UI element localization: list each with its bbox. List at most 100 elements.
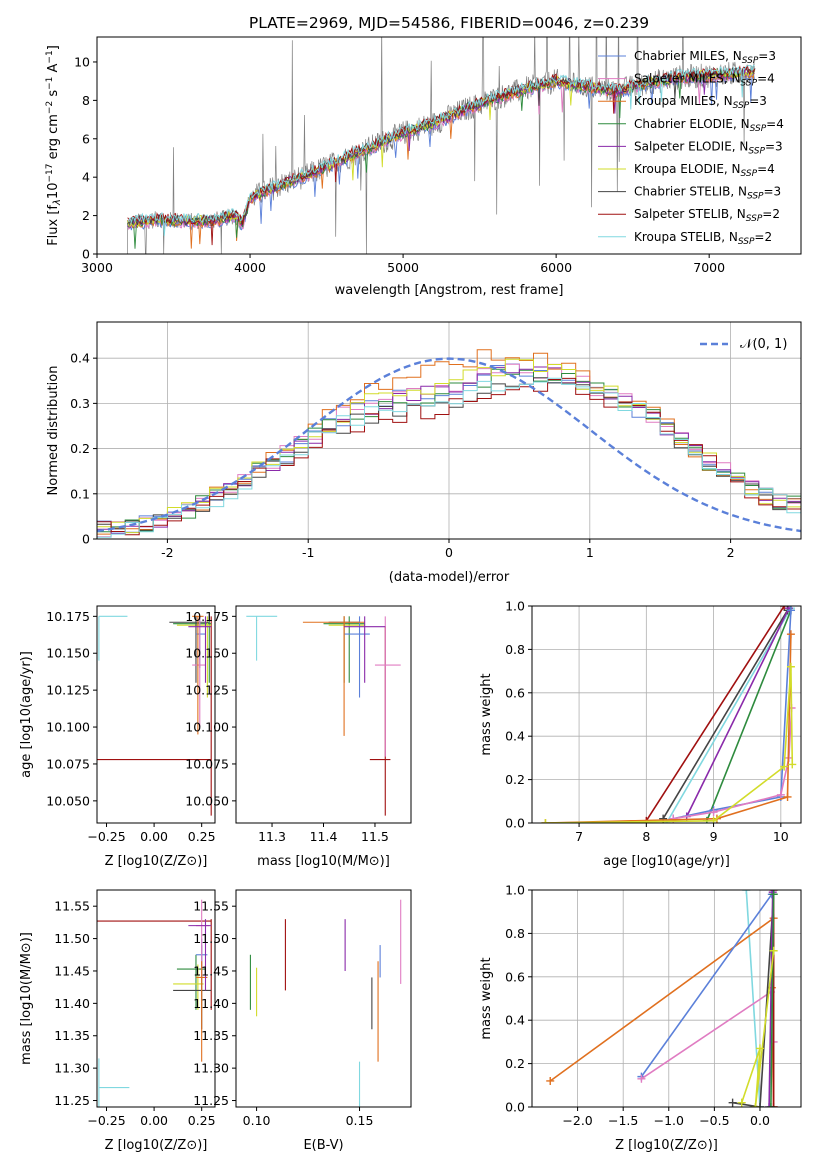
- massweight_vs_age-ytick-label: 0.4: [505, 729, 525, 744]
- age_vs_Z-xtick-label: 0.00: [140, 829, 168, 844]
- spectrum-legend-entry: Kroupa MILES, NSSP=3: [634, 94, 767, 111]
- massweight_vs_Z-point-marker: [769, 1103, 778, 1107]
- massweight_vs_Z-point-marker: [765, 1103, 774, 1107]
- spectrum-legend-entry: Kroupa ELODIE, NSSP=4: [634, 162, 775, 179]
- spectrum-legend-entry: Chabrier ELODIE, NSSP=4: [634, 117, 784, 134]
- spectrum-ylabel-part: erg cm: [46, 114, 61, 163]
- age_vs_mass-xtick-label: 11.4: [310, 829, 338, 844]
- legend-text: Salpeter ELODIE, N: [634, 139, 748, 153]
- massweight_vs_age-point-marker: [780, 606, 789, 610]
- massweight_vs_Z-ytick-label: 0.2: [505, 1056, 525, 1071]
- massweight_vs_age-plot-area: [541, 606, 797, 823]
- spectrum-legend-entry: Chabrier STELIB, NSSP=3: [634, 185, 781, 202]
- spectrum-ylabel-part: A: [46, 63, 61, 76]
- legend-text: Kroupa STELIB, N: [634, 230, 738, 244]
- age_vs_mass-ytick-label: 10.050: [185, 793, 229, 808]
- legend-text: Kroupa MILES, N: [634, 94, 733, 108]
- massweight_vs_Z-point-marker: [755, 1044, 764, 1053]
- massweight_vs_Z-xtick-label: −0.5: [699, 1113, 729, 1128]
- massweight_vs_Z-point-marker: [742, 890, 751, 894]
- spectrum-ylabel-part: ]: [46, 45, 61, 50]
- legend-subscript: SSP: [748, 146, 765, 156]
- massweight_vs_age-point-marker: [786, 662, 795, 671]
- spectrum-ylabel-part: −17: [45, 164, 55, 183]
- age_vs_Z-xtick-label: 0.25: [188, 829, 216, 844]
- massweight_vs_Z-xtick-label: −2.0: [562, 1113, 592, 1128]
- age_vs_mass-ytick-label: 10.100: [185, 720, 229, 735]
- age_vs_Z-ytick-label: 10.050: [46, 793, 90, 808]
- residual_histogram-panel: -2 -1 0 1 2 0 0.1 0.2 0.3 0.4 (data-model)/error No…: [46, 321, 802, 585]
- mass_vs_Z-xtick-label: 0.25: [188, 1113, 216, 1128]
- massweight_vs_Z-point-marker: [755, 1103, 764, 1107]
- spectrum-legend-entry: Chabrier MILES, NSSP=3: [634, 49, 776, 66]
- spectrum-model-line: [127, 64, 755, 246]
- spectrum-legend-entry: Salpeter STELIB, NSSP=2: [634, 207, 780, 224]
- massweight_vs_age-series-line: [545, 666, 794, 823]
- spectrum-ytick-label: 10: [74, 54, 90, 69]
- massweight_vs_Z-point-marker: [637, 1074, 646, 1083]
- spectrum-legend-entry: Kroupa STELIB, NSSP=2: [634, 230, 772, 247]
- spectrum-ylabel: Flux [fλ10−17 erg cm−2 s−1 A−1]: [45, 45, 63, 246]
- residual_histogram-xtick-label: -1: [302, 545, 314, 560]
- residual_histogram-xtick-label: 1: [586, 545, 594, 560]
- spectrum-data-line: [127, 37, 756, 254]
- massweight_vs_Z-series-line: [770, 894, 775, 1107]
- residual_histogram-ytick-label: 0.3: [70, 396, 90, 411]
- massweight_vs_Z-series-line: [740, 950, 775, 1107]
- legend-tail: =3: [764, 185, 782, 199]
- massweight_vs_age-series-line: [685, 607, 790, 817]
- spectrum-legend-entry: Salpeter ELODIE, NSSP=3: [634, 139, 783, 156]
- mass_vs_Z-ytick-label: 11.30: [54, 1061, 90, 1076]
- age_vs_mass-xtick-label: 11.5: [361, 829, 389, 844]
- massweight_vs_Z-point-marker: [769, 890, 778, 899]
- massweight_vs_Z-frame: [531, 889, 802, 1108]
- massweight_vs_Z-xlabel: Z [log10(Z/Z⊙)]: [615, 1138, 718, 1153]
- residual_histogram-plot-area: [97, 349, 801, 538]
- mass_vs_ebv-ytick-label: 11.55: [193, 899, 229, 914]
- mass_vs_ebv-ytick-label: 11.25: [193, 1093, 229, 1108]
- residual_histogram-ytick-label: 0.1: [70, 486, 90, 501]
- hist-step-line: [97, 377, 801, 538]
- spectrum-ytick-label: 6: [82, 131, 90, 146]
- legend-tail: =3: [749, 94, 767, 108]
- age_vs_Z-xlabel: Z [log10(Z/Z⊙)]: [105, 854, 208, 869]
- massweight_vs_Z-point-marker: [766, 1103, 775, 1107]
- massweight_vs_Z-panel: −2.0 −1.5 −1.0 −0.5 0.0 0.0 0.2 0.4 0.6 0.8 1.0 Z […: [479, 883, 802, 1153]
- massweight_vs_age-point-marker: [709, 808, 718, 817]
- age_vs_Z-xtick-label: −0.25: [87, 829, 125, 844]
- massweight_vs_Z-point-marker: [751, 1103, 760, 1107]
- massweight_vs_Z-ytick-label: 0.8: [505, 926, 525, 941]
- age_vs_Z-ytick-label: 10.175: [46, 609, 90, 624]
- massweight_vs_age-series-line: [706, 610, 792, 822]
- residual_histogram-xtick-label: 2: [727, 545, 735, 560]
- massweight_vs_age-ytick-label: 0.0: [505, 816, 525, 831]
- legend-subscript: SSP: [738, 237, 755, 247]
- spectrum-panel: 3000 4000 5000 6000 7000 0 2 4 6 8 10 PLATE=2969, M…: [45, 14, 802, 298]
- mass_vs_Z-ytick-label: 11.55: [54, 899, 90, 914]
- legend-tail: =3: [765, 139, 783, 153]
- spectrum-xtick-label: 4000: [234, 260, 266, 275]
- age_vs_Z-ytick-label: 10.075: [46, 756, 90, 771]
- residual_histogram-ytick-label: 0.2: [70, 441, 90, 456]
- spectrum-ylabel-part: s: [46, 90, 61, 101]
- mass_vs_Z-panel: −0.25 0.00 0.25 11.25 11.30 11.35 11.40 11.45 11…: [19, 889, 216, 1153]
- massweight_vs_Z-series-line: [768, 892, 774, 1107]
- mass_vs_Z-xtick-label: 0.00: [140, 1113, 168, 1128]
- spectrum-model-line: [127, 65, 755, 236]
- hist-ylabel: Normed distribution: [46, 366, 61, 496]
- legend-text: Chabrier ELODIE, N: [634, 117, 750, 131]
- mass_vs_ebv-ytick-label: 11.50: [193, 931, 229, 946]
- legend-text: Chabrier MILES, N: [634, 49, 742, 63]
- spectrum-ylabel-part: λ: [52, 199, 63, 206]
- legend-text: Salpeter STELIB, N: [634, 207, 746, 221]
- mass_vs_Z-ytick-label: 11.50: [54, 931, 90, 946]
- legend-text: Salpeter MILES, N: [634, 72, 741, 86]
- massweight_vs_age-series-line: [545, 634, 792, 823]
- mass_vs_ebv-xlabel: E(B-V): [303, 1138, 343, 1153]
- spectrum-ytick-label: 4: [82, 170, 90, 185]
- mass_vs_ebv-ytick-label: 11.30: [193, 1061, 229, 1076]
- mass_vs_Z-ytick-label: 11.40: [54, 996, 90, 1011]
- massweight_vs_Z-point-marker: [728, 1098, 737, 1107]
- spectrum-xtick-label: 6000: [540, 260, 572, 275]
- age_vs_mass-ytick-label: 10.125: [185, 683, 229, 698]
